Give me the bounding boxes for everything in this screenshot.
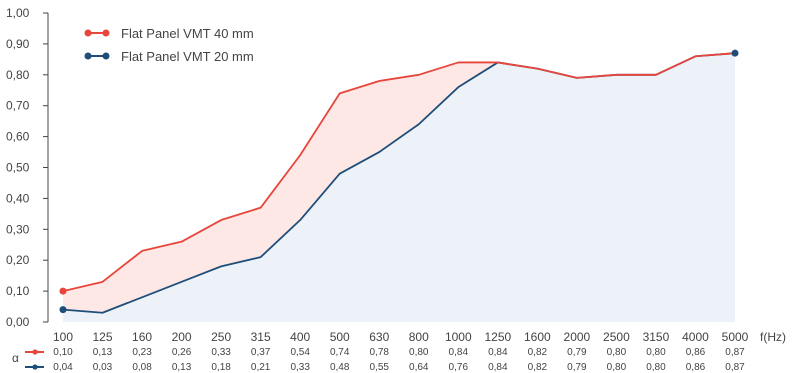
table-value: 0,78 (370, 347, 390, 358)
table-value: 0,86 (686, 362, 706, 373)
x-tick-label: 315 (251, 330, 271, 344)
table-value: 0,21 (251, 362, 271, 373)
x-tick-label: 100 (53, 330, 73, 344)
table-value: 0,74 (330, 347, 350, 358)
table-value: 0,80 (646, 347, 666, 358)
table-value: 0,87 (725, 362, 745, 373)
table-value: 0,18 (211, 362, 231, 373)
table-value: 0,84 (488, 362, 508, 373)
x-tick-label: 160 (132, 330, 152, 344)
x-tick-label: 1000 (445, 330, 472, 344)
x-tick-label: 2000 (564, 330, 591, 344)
y-tick-label: 0,60 (6, 130, 30, 144)
table-value: 0,13 (172, 362, 192, 373)
data-point-start (59, 306, 67, 314)
table-value: 0,80 (409, 347, 429, 358)
table-value: 0,26 (172, 347, 192, 358)
y-tick-label: 0,30 (6, 222, 30, 236)
legend-label: Flat Panel VMT 20 mm (121, 49, 254, 64)
table-value: 0,48 (330, 362, 350, 373)
x-tick-label: 4000 (682, 330, 709, 344)
x-tick-label: 400 (290, 330, 310, 344)
table-value: 0,79 (567, 362, 587, 373)
table-value: 0,86 (686, 347, 706, 358)
x-tick-label: 5000 (722, 330, 749, 344)
table-row-marker (32, 349, 38, 355)
table-value: 0,13 (93, 347, 113, 358)
value-table: α 0,10 0,13 0,23 0,26 0,33 0,37 0,54 0,74 0,78 0,8… (12, 347, 745, 373)
y-tick-label: 1,00 (6, 6, 30, 20)
y-tick-label: 0,70 (6, 99, 30, 113)
legend-marker (84, 52, 92, 60)
data-point-start (59, 287, 67, 295)
x-axis-labels: 100 125 160 200 250 315 400 500 630 800 1000 1250 16… (53, 330, 786, 344)
legend-label: Flat Panel VMT 40 mm (121, 26, 254, 41)
legend-marker (102, 29, 110, 37)
x-tick-label: 1250 (484, 330, 511, 344)
y-tick-label: 0,50 (6, 161, 30, 175)
table-value: 0,80 (607, 362, 627, 373)
table-value: 0,55 (370, 362, 390, 373)
table-value: 0,33 (211, 347, 231, 358)
table-value: 0,03 (93, 362, 113, 373)
table-value: 0,10 (53, 347, 73, 358)
series-area-40mm (63, 53, 735, 313)
y-tick-label: 0,80 (6, 68, 30, 82)
x-tick-label: 2500 (603, 330, 630, 344)
table-value: 0,64 (409, 362, 429, 373)
x-tick-label: 200 (172, 330, 192, 344)
table-value: 0,82 (528, 347, 548, 358)
x-tick-label: 500 (330, 330, 350, 344)
table-value: 0,54 (290, 347, 310, 358)
x-tick-label: 800 (409, 330, 429, 344)
y-tick-label: 0,90 (6, 37, 30, 51)
series-line-0 (62, 52, 736, 292)
x-tick-label: 250 (211, 330, 231, 344)
data-point-end (731, 49, 739, 57)
x-axis-unit: f(Hz) (760, 330, 786, 344)
table-row-marker (32, 364, 38, 370)
table-value: 0,87 (725, 347, 745, 358)
table-value: 0,23 (132, 347, 152, 358)
table-value: 0,37 (251, 347, 271, 358)
series-area-20mm (63, 53, 735, 323)
y-tick-label: 0,10 (6, 284, 30, 298)
series-fills (63, 53, 735, 323)
table-value: 0,84 (449, 347, 469, 358)
table-value: 0,79 (567, 347, 587, 358)
table-value: 0,76 (449, 362, 469, 373)
y-axis: 0,00 0,10 0,20 0,30 0,40 0,50 0,60 0,70 0,80 0,90… (6, 6, 49, 329)
x-tick-label: 630 (369, 330, 389, 344)
x-tick-label: 125 (93, 330, 113, 344)
legend-marker (84, 29, 92, 37)
table-value: 0,08 (132, 362, 152, 373)
y-tick-label: 0,00 (6, 315, 30, 329)
y-tick-label: 0,20 (6, 253, 30, 267)
alpha-symbol: α (12, 351, 19, 365)
table-value: 0,80 (607, 347, 627, 358)
table-value: 0,33 (290, 362, 310, 373)
table-value: 0,80 (646, 362, 666, 373)
legend: Flat Panel VMT 40 mm Flat Panel VMT 20 mm (84, 26, 254, 64)
table-value: 0,04 (53, 362, 73, 373)
series-lines (59, 49, 739, 314)
table-value: 0,82 (528, 362, 548, 373)
y-tick-label: 0,40 (6, 191, 30, 205)
x-tick-label: 1600 (524, 330, 551, 344)
x-tick-label: 3150 (643, 330, 670, 344)
legend-marker (102, 52, 110, 60)
table-value: 0,84 (488, 347, 508, 358)
